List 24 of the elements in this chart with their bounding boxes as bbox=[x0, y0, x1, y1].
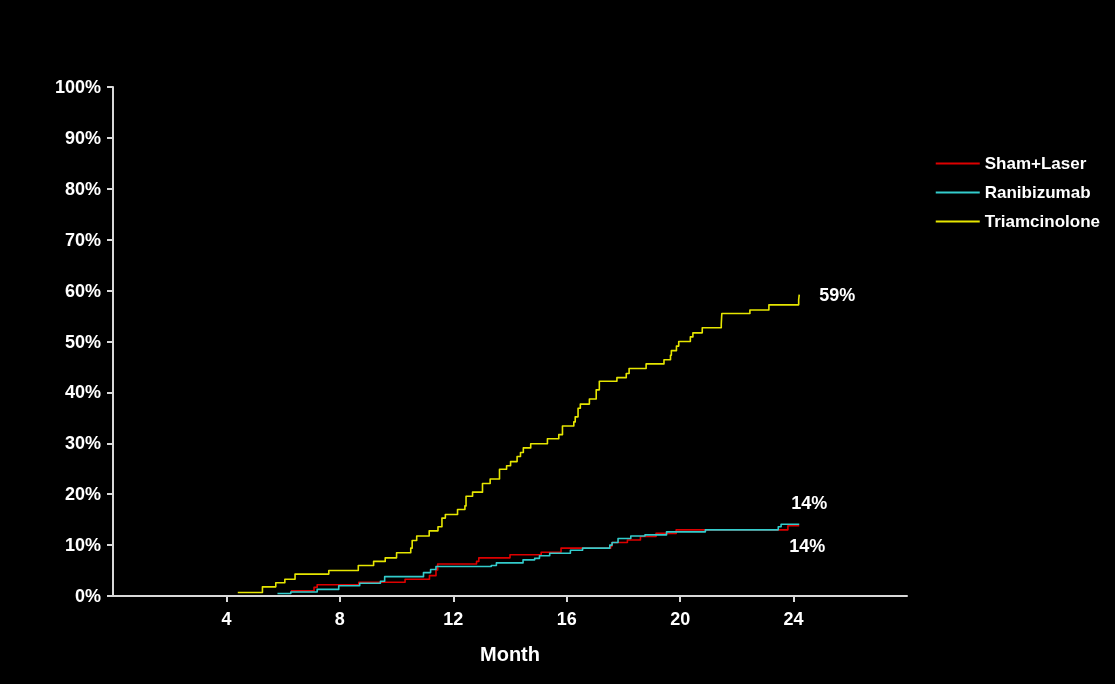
x-tick-label: 20 bbox=[670, 609, 691, 629]
y-tick-label: 20% bbox=[64, 484, 101, 505]
y-tick-label: 50% bbox=[64, 331, 101, 352]
annotation: 14% bbox=[791, 493, 828, 514]
annotation: 59% bbox=[819, 284, 856, 305]
y-tick-label: 80% bbox=[64, 178, 101, 199]
x-tick-label: 4 bbox=[221, 609, 232, 629]
x-axis-title: Month bbox=[480, 643, 540, 665]
y-tick-label: 30% bbox=[64, 433, 101, 454]
legend-label: Ranibizumab bbox=[984, 183, 1091, 202]
y-tick-label: 10% bbox=[64, 535, 101, 556]
legend-label: Sham+Laser bbox=[984, 154, 1087, 173]
legend-label: Triamcinolone bbox=[984, 212, 1100, 231]
y-tick-label: 40% bbox=[64, 382, 101, 403]
y-tick-label: 70% bbox=[64, 229, 101, 250]
y-tick-label: 90% bbox=[64, 127, 101, 148]
x-tick-label: 12 bbox=[443, 609, 464, 629]
x-tick-label: 24 bbox=[783, 609, 804, 629]
annotation: 14% bbox=[789, 535, 826, 556]
x-tick-label: 16 bbox=[556, 609, 577, 629]
x-tick-label: 8 bbox=[334, 609, 345, 629]
y-tick-label: 100% bbox=[54, 77, 101, 97]
y-tick-label: 0% bbox=[74, 586, 101, 606]
y-tick-label: 60% bbox=[64, 280, 101, 301]
